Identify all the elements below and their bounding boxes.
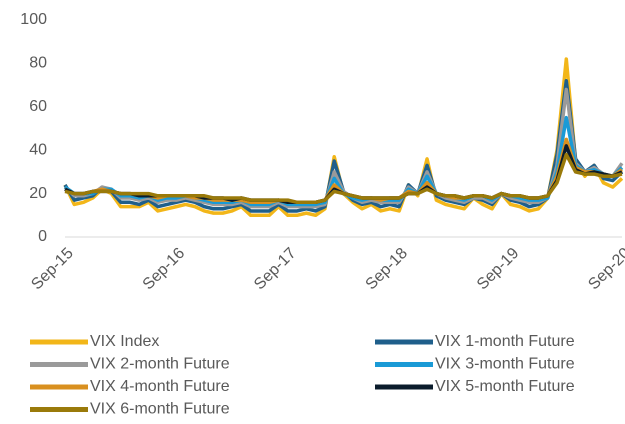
x-tick-label: Sep-17: [251, 245, 300, 294]
legend-label: VIX 2-month Future: [90, 356, 230, 373]
x-tick-label: Sep-15: [28, 245, 77, 294]
legend-label: VIX 1-month Future: [435, 333, 575, 350]
y-tick-label: 80: [29, 55, 47, 72]
y-tick-label: 0: [38, 228, 47, 245]
y-tick-label: 60: [29, 98, 47, 115]
x-tick-label: Sep-19: [474, 245, 523, 294]
x-tick-label: Sep-18: [363, 245, 412, 294]
series-line: [63, 87, 624, 209]
legend-label: VIX 6-month Future: [90, 401, 230, 418]
y-tick-label: 20: [29, 185, 47, 202]
series-line: [64, 152, 623, 205]
x-tick-label: Sep-20: [585, 245, 625, 294]
y-tick-label: 40: [29, 141, 47, 158]
legend-label: VIX 4-month Future: [90, 378, 230, 395]
legend-label: VIX Index: [90, 333, 159, 350]
x-tick-label: Sep-16: [140, 245, 189, 294]
legend-label: VIX 5-month Future: [435, 378, 575, 395]
legend-label: VIX 3-month Future: [435, 356, 575, 373]
y-tick-label: 100: [20, 11, 47, 28]
